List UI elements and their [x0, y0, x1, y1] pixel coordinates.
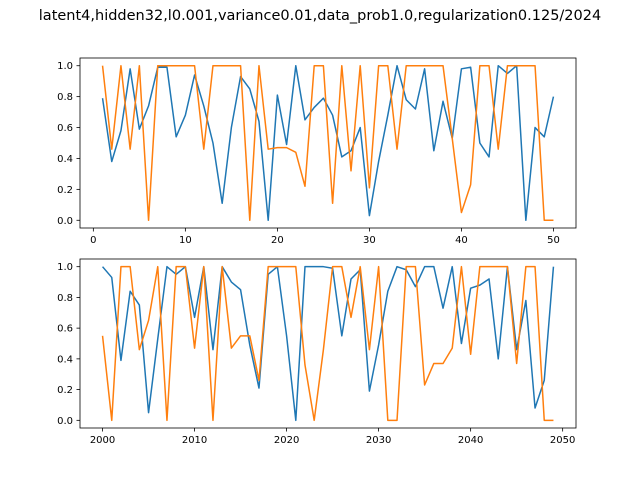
x-tick-label: 50: [547, 235, 560, 246]
figure-title: latent4,hidden32,l0.001,variance0.01,dat…: [38, 8, 602, 24]
y-tick-label: 0.8: [57, 293, 73, 304]
x-tick-label: 30: [363, 235, 376, 246]
y-tick-label: 1.0: [57, 262, 73, 273]
y-tick-label: 0.4: [57, 354, 73, 365]
series-1-line: [101, 265, 555, 422]
x-tick-label: 2020: [274, 435, 299, 446]
y-tick-label: 0.6: [57, 123, 73, 134]
y-tick-label: 0.2: [57, 185, 73, 196]
x-tick-label: 2000: [90, 435, 115, 446]
axes-frame: [79, 258, 577, 429]
x-tick-label: 20: [271, 235, 284, 246]
y-tick-label: 0.2: [57, 385, 73, 396]
y-tick-label: 0.4: [57, 154, 73, 165]
y-tick-label: 0.6: [57, 324, 73, 335]
x-tick-label: 0: [90, 235, 96, 246]
axes-frame: [79, 57, 577, 229]
x-tick-label: 40: [455, 235, 468, 246]
series-1-line: [101, 64, 555, 222]
x-tick-label: 2050: [550, 435, 575, 446]
y-tick-label: 0.0: [57, 216, 73, 227]
y-tick-label: 0.8: [57, 92, 73, 103]
x-tick-label: 2030: [366, 435, 391, 446]
top-line-chart: 0 10 20 30 40 50 0.0 0.2 0.4 0.6 0.8 1.0: [57, 57, 577, 246]
x-tick-label: 2010: [182, 435, 207, 446]
y-tick-label: 0.0: [57, 416, 73, 427]
series-2-line: [101, 265, 554, 422]
series-2-line: [101, 64, 554, 222]
x-tick-label: 10: [179, 235, 192, 246]
bottom-line-chart: 2000 2010 2020 2030 2040 2050 0.0 0.2 0.4 0.6 0.8 1…: [57, 258, 577, 446]
x-tick-label: 2040: [458, 435, 483, 446]
y-tick-label: 1.0: [57, 61, 73, 72]
